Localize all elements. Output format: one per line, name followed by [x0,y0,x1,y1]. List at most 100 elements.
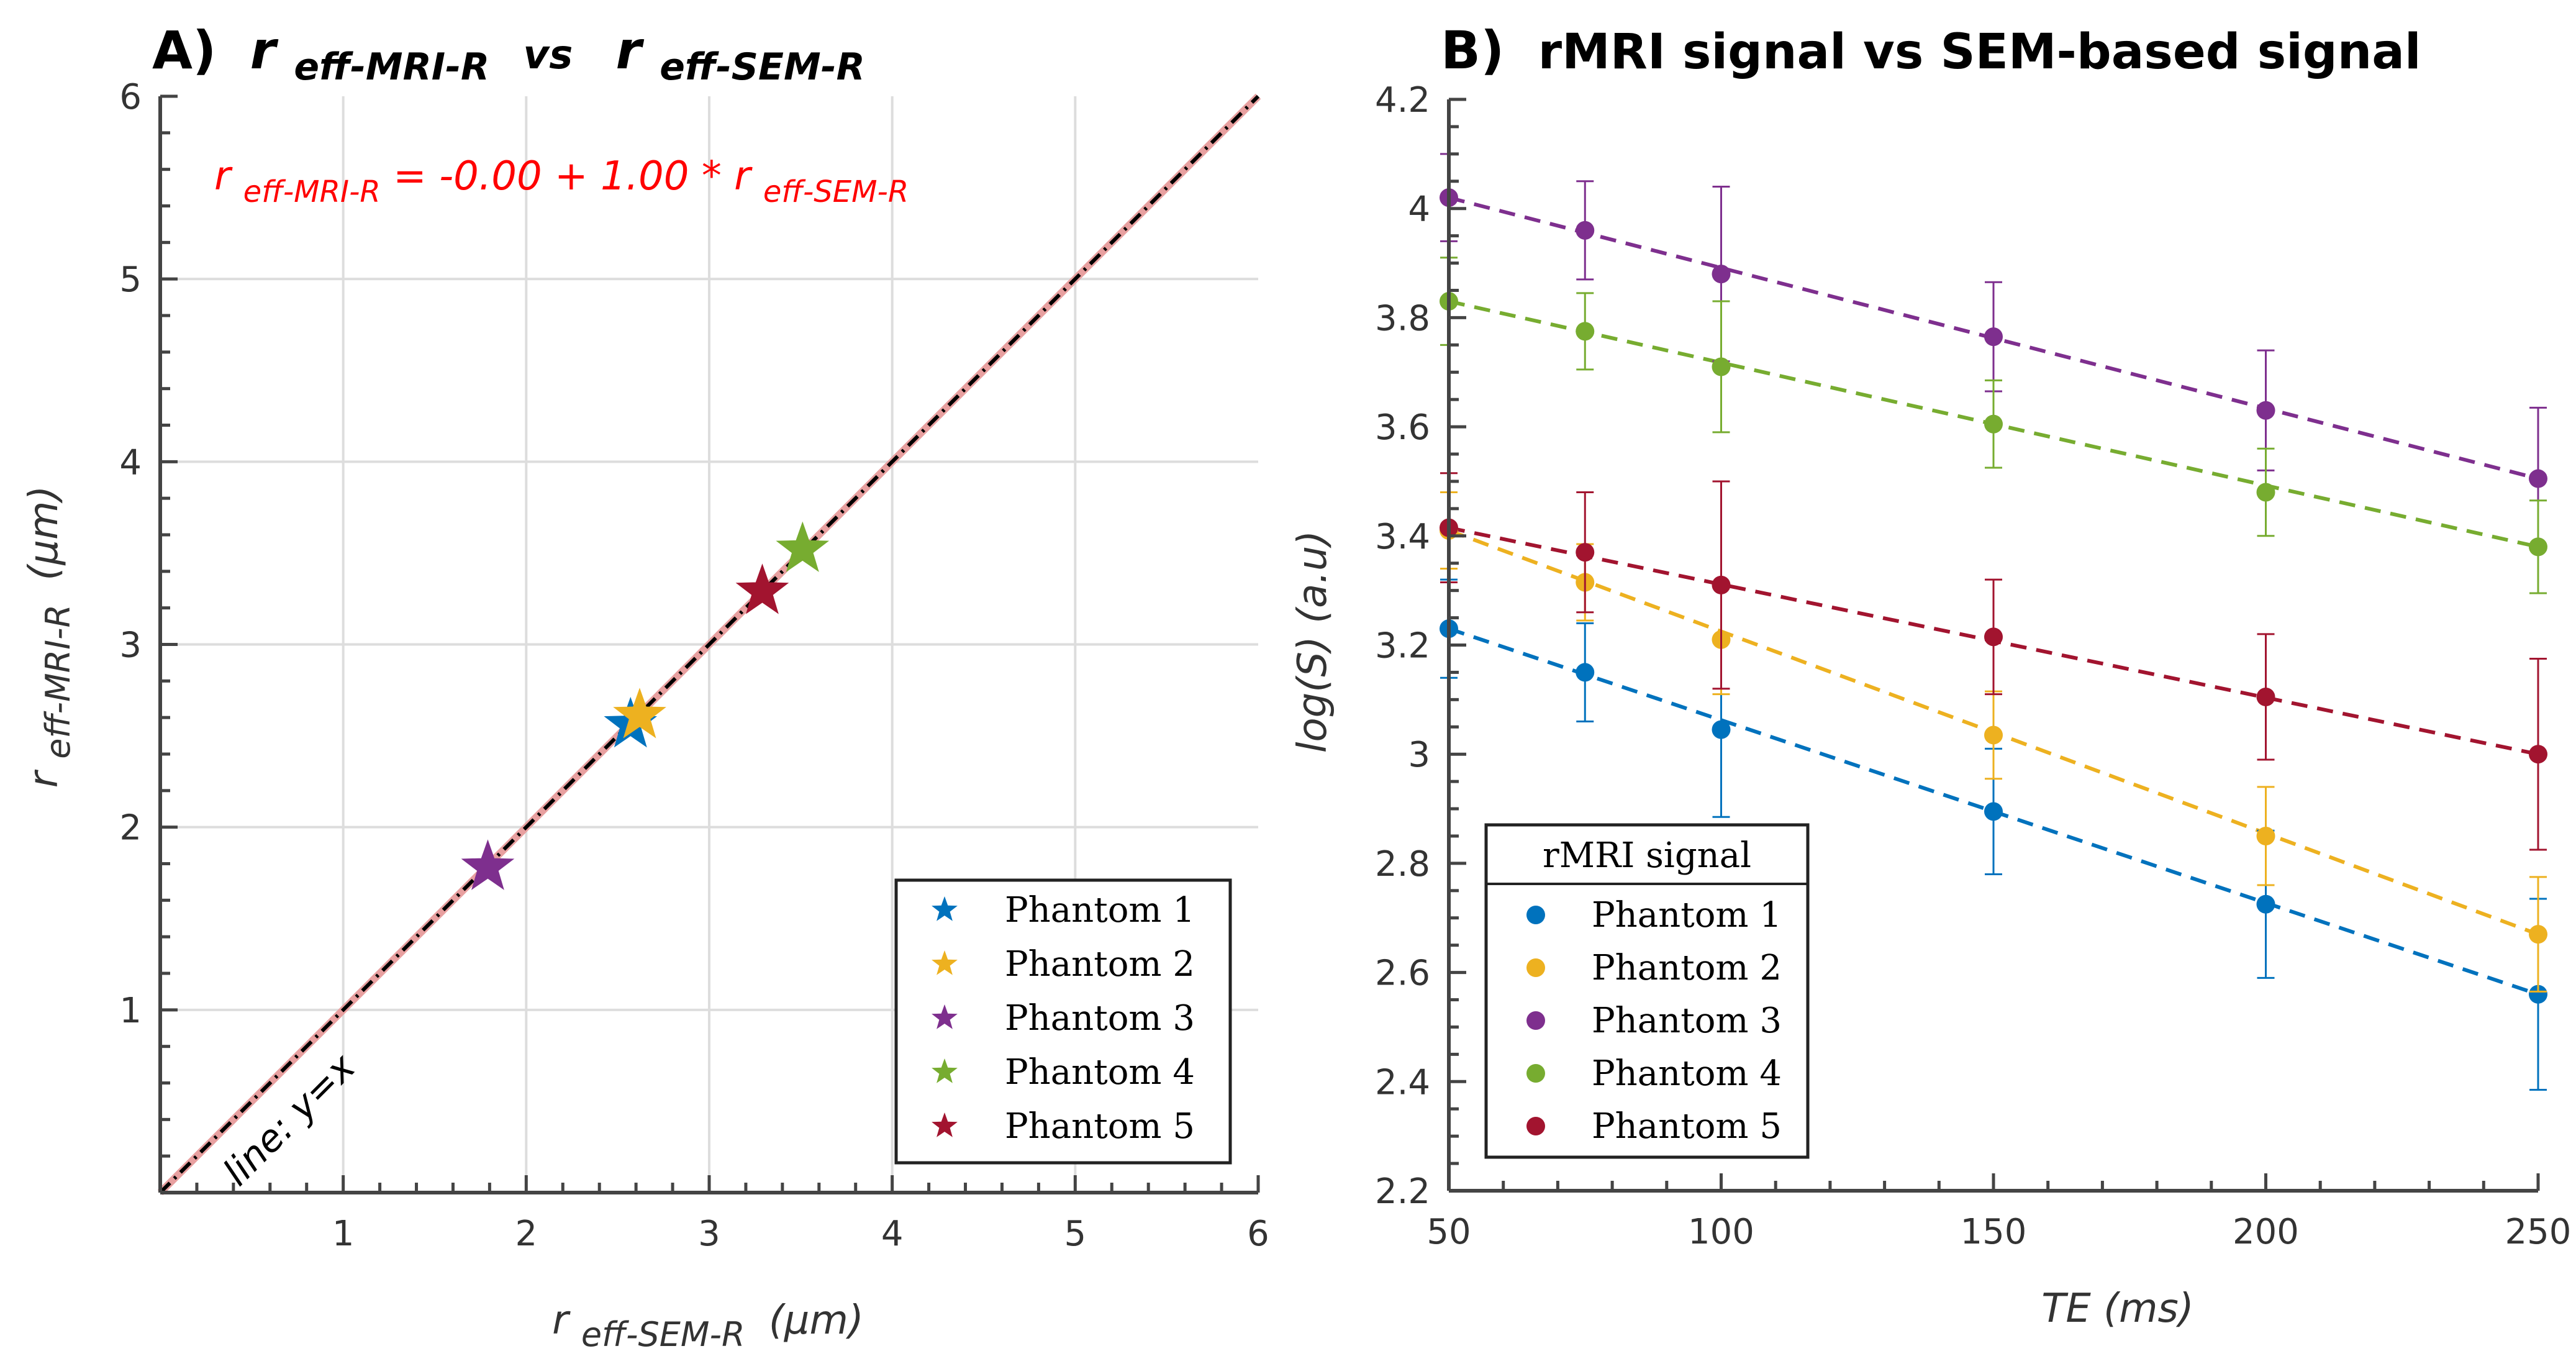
data-point-phantom-2 [1984,725,2003,745]
panel-b-legend-box [1484,823,1810,1159]
panel-b-x-tick-label: 200 [2233,1212,2299,1252]
panel-b-ylabel: log(S) (a.u) [1290,530,1336,753]
panel-b-y-tick-label: 3.4 [1375,517,1430,557]
panel-b-x-tick-label: 150 [1961,1212,2027,1252]
panel-a-title: A) r eff-MRI-R vs r eff-SEM-R [152,20,865,92]
data-point-phantom-4 [2256,483,2275,502]
panel-b-legend-title: rMRI signal [1543,835,1751,876]
panel-a-x-tick-label: 5 [1064,1214,1087,1254]
data-point-phantom-4 [1984,414,2003,434]
panel-a-title-vs: vs [523,32,573,78]
panel-b-x-tick-label: 50 [1426,1212,1471,1252]
panel-a-ylabel: r eff-MRI-R (μm) [21,486,79,788]
panel-b-y-tick-label: 2.2 [1375,1171,1430,1212]
panel-b-legend: rMRI signal Phantom 1 Phantom 2 Phantom 3 Ph… [1484,823,1810,1159]
panel-a-fit-annotation: r eff-MRI-R = -0.00 + 1.00 * r eff-SEM-R [214,153,909,212]
annotation-r1: r [214,153,233,199]
data-point-phantom-5 [1576,543,1595,562]
panel-a-title-r2: r [616,20,645,81]
legend-star-1 [932,896,958,921]
panel-b-y-tick-label: 4.2 [1375,80,1430,121]
data-point-phantom-1 [1984,802,2003,821]
panel-b-x-tick-label: 100 [1688,1212,1754,1252]
panel-b-title-text: rMRI signal vs SEM-based signal [1538,24,2421,80]
data-point-phantom-1 [2529,985,2547,1004]
panel-b-title: B) rMRI signal vs SEM-based signal [1441,20,2421,81]
data-point-phantom-1 [1712,720,1731,739]
data-point-phantom-3 [2529,469,2547,488]
panel-a-title-prefix: A) [152,20,216,81]
data-point-phantom-5 [2256,687,2275,706]
panel-a-y-tick-label: 4 [119,442,142,483]
legend-marker-4 [1526,1064,1545,1083]
panel-a-x-tick-label: 1 [332,1214,355,1254]
data-point-phantom-3 [1984,327,2003,347]
panel-b-y-tick-label: 2.8 [1375,844,1430,885]
panel-a-title-sub2: eff-SEM-R [660,45,865,89]
panel-a-points [461,521,830,890]
phantom-4-star [776,521,830,572]
data-point-phantom-1 [2256,894,2275,914]
legend-star-2 [932,950,958,975]
data-point-phantom-1 [1576,663,1595,682]
panel-b-y-tick-label: 2.4 [1375,1062,1430,1103]
annotation-mid: = -0.00 + 1.00 * r [393,153,753,199]
panel-b-legend-label-1: Phantom 1 [1592,895,1782,935]
legend-star-3 [932,1004,958,1029]
annotation-sub1: eff-MRI-R [243,175,381,209]
panel-b-y-tick-label: 3.6 [1375,407,1430,448]
panel-b-legend-label-4: Phantom 4 [1592,1053,1782,1094]
data-point-phantom-3 [1576,221,1595,240]
data-point-phantom-3 [2256,401,2275,420]
panel-b-points [1440,153,2547,1091]
panel-b-xlabel: TE (ms) [2041,1286,2194,1332]
phantom-3-star [461,839,515,890]
panel-a-title-r: r [250,20,279,81]
legend-star-4 [932,1058,958,1083]
panel-b: B) rMRI signal vs SEM-based signal 2.22.… [1290,20,2571,1332]
panel-a-y-tick-label: 1 [119,991,142,1031]
panel-a-axes: 1 2 3 4 5 6 1 2 3 4 5 6 [119,77,1269,1254]
panel-b-legend-label-5: Phantom 5 [1592,1106,1782,1147]
data-point-phantom-5 [2529,745,2547,764]
panel-b-y-tick-label: 2.6 [1375,953,1430,994]
panel-a-ylabel-r: r [21,769,67,788]
panel-a-ylabel-unit: (μm) [21,486,67,581]
panel-b-axes: 2.2 2.4 2.6 2.8 3 3.2 3.4 3.6 3.8 4 4.2 50 100 150 200… [1375,80,2572,1252]
panel-a-legend-box [894,878,1232,1165]
data-point-phantom-4 [1576,322,1595,341]
panel-b-y-tick-label: 4 [1408,189,1430,230]
panel-b-legend-label-2: Phantom 2 [1592,948,1782,988]
data-point-phantom-4 [1712,357,1731,376]
panel-a-y-tick-label: 5 [119,260,142,300]
panel-a-title-sub1: eff-MRI-R [294,45,489,89]
legend-label-5: Phantom 5 [1005,1106,1195,1147]
panel-a-x-tick-label: 3 [698,1214,720,1254]
panel-a: A) r eff-MRI-R vs r eff-SEM-R r eff-MRI-… [21,20,1269,1354]
panel-a-y-tick-label: 6 [119,77,142,117]
panel-a-legend: Phantom 1 Phantom 2 Phantom 3 Phantom 4 Phan… [894,878,1232,1165]
legend-marker-3 [1526,1011,1545,1030]
legend-label-4: Phantom 4 [1005,1052,1195,1093]
panel-a-xlabel-sub: eff-SEM-R [581,1315,745,1354]
legend-star-5 [932,1112,958,1137]
legend-label-3: Phantom 3 [1005,998,1195,1039]
legend-marker-5 [1526,1117,1545,1135]
panel-a-x-tick-label: 2 [515,1214,538,1254]
panel-b-title-prefix: B) [1441,20,1504,81]
panel-b-x-tick-label: 250 [2505,1212,2572,1252]
data-point-phantom-5 [1712,575,1731,594]
data-point-phantom-2 [2529,925,2547,944]
data-point-phantom-2 [2256,826,2275,845]
data-point-phantom-3 [1712,265,1731,284]
phantom-5-star [735,563,789,614]
panel-b-y-tick-label: 3.2 [1375,626,1430,666]
phantom-2-star [613,688,666,739]
legend-marker-2 [1526,958,1545,977]
fit-line [158,94,1260,1194]
panel-b-y-tick-label: 3 [1408,735,1430,775]
panel-b-legend-label-3: Phantom 3 [1592,1001,1782,1041]
legend-label-1: Phantom 1 [1005,890,1195,930]
panel-b-y-tick-label: 3.8 [1375,298,1430,339]
